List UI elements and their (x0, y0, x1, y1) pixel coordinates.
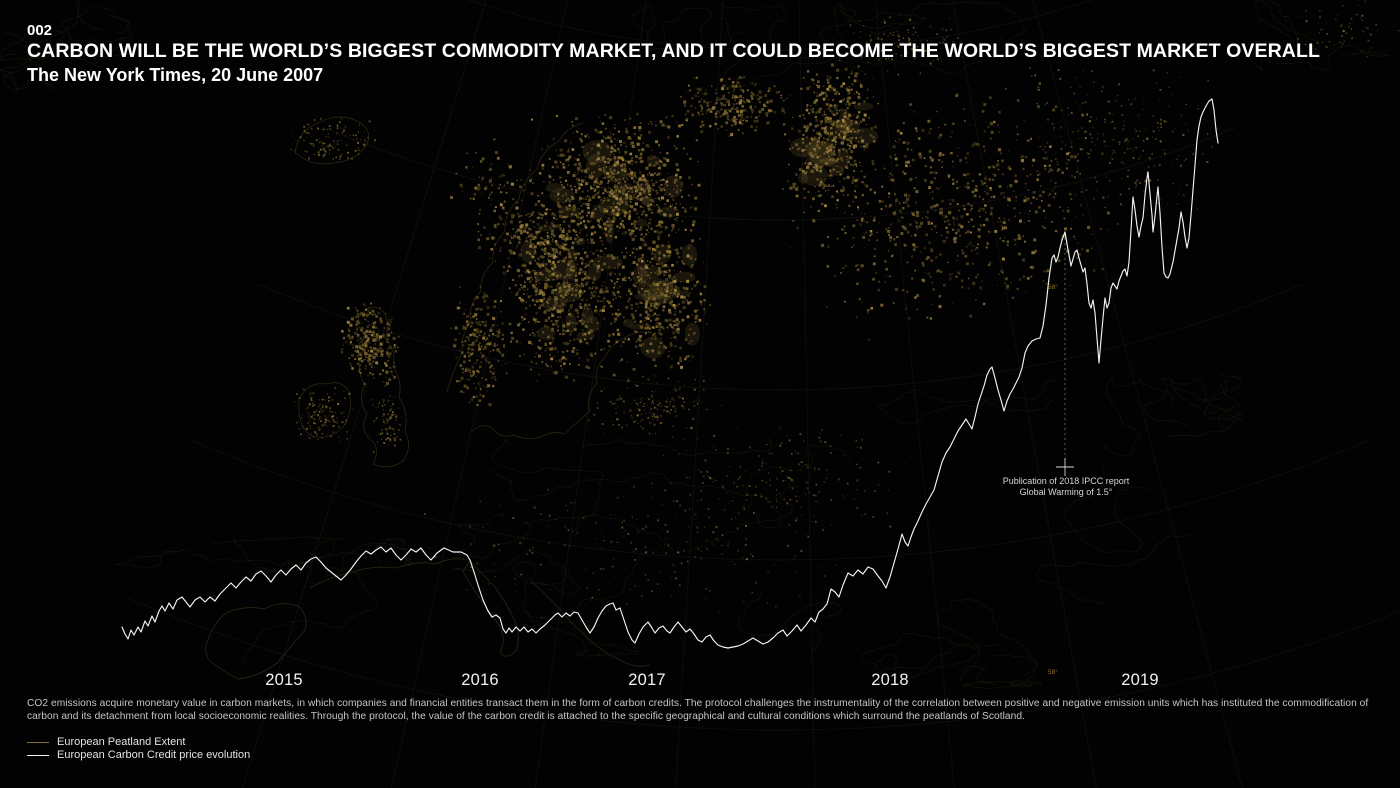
caption: CO2 emissions acquire monetary value in … (27, 698, 1369, 722)
legend: European Peatland Extent European Carbon … (27, 736, 250, 762)
x-axis-tick-label: 2019 (1121, 671, 1159, 689)
title-block: 002 CARBON WILL BE THE WORLD’S BIGGEST C… (27, 22, 1320, 86)
carbon-price-line (121, 98, 1219, 649)
legend-item-carbon-price: European Carbon Credit price evolution (27, 749, 250, 761)
legend-item-peatland-extent: European Peatland Extent (27, 736, 250, 748)
legend-label: European Carbon Credit price evolution (57, 749, 251, 761)
legend-swatch (27, 741, 49, 743)
graticule-degree-label: 58° (1048, 284, 1058, 291)
headline: CARBON WILL BE THE WORLD’S BIGGEST COMMO… (27, 40, 1320, 62)
legend-label: European Peatland Extent (57, 736, 186, 748)
ipcc-annotation-line-2: Global Warming of 1.5° (1019, 487, 1113, 497)
ipcc-annotation-line-1: Publication of 2018 IPCC report (1002, 476, 1130, 486)
headline-source: The New York Times, 20 June 2007 (27, 65, 324, 85)
ipcc-report-annotation: Publication of 2018 IPCC report Global W… (986, 476, 1146, 498)
legend-swatch (27, 754, 49, 756)
x-axis-tick-label: 2017 (628, 671, 666, 689)
x-axis-tick-label: 2018 (871, 671, 909, 689)
slide-number: 002 (27, 22, 53, 39)
graticule-degree-label: 58° (1048, 669, 1058, 676)
graticule-layer (125, 0, 1400, 788)
ipcc-marker-cross-icon (1056, 458, 1074, 476)
peatland-speckle-layer (290, 0, 1400, 619)
x-axis-tick-label: 2016 (461, 671, 499, 689)
x-axis-tick-label: 2015 (265, 671, 303, 689)
coastline-layer (0, 0, 1391, 690)
